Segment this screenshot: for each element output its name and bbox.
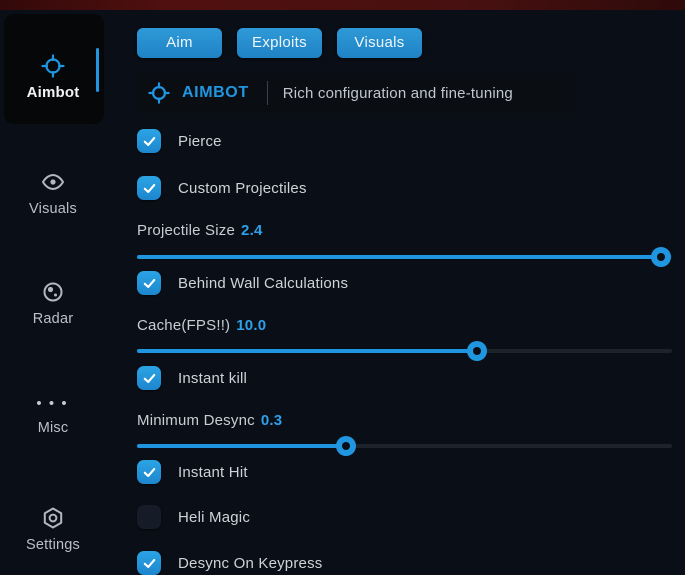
- slider-knob[interactable]: [651, 247, 672, 267]
- custom-projectiles-row: Custom Projectiles: [137, 176, 307, 200]
- heli-magic-row: Heli Magic: [137, 505, 250, 529]
- section-subtitle: Rich configuration and fine-tuning: [282, 84, 513, 102]
- slider-fill: [137, 349, 477, 353]
- heli-magic-checkbox[interactable]: [137, 505, 161, 529]
- projectile-size-slider[interactable]: [137, 247, 672, 267]
- tab-exploits[interactable]: Exploits: [237, 28, 322, 58]
- custom-projectiles-checkbox[interactable]: [137, 176, 161, 200]
- crosshair-icon: [41, 54, 65, 78]
- sidebar-item-visuals[interactable]: Visuals: [0, 170, 106, 218]
- sidebar-item-radar[interactable]: Radar: [0, 280, 106, 328]
- pierce-checkbox[interactable]: [137, 129, 161, 153]
- instant-hit-checkbox[interactable]: [137, 460, 161, 484]
- desync-on-keypress-row: Desync On Keypress: [137, 551, 323, 575]
- slider-fill: [137, 255, 662, 259]
- slider-knob[interactable]: [466, 341, 487, 361]
- slider-value: 0.3: [260, 412, 283, 429]
- check-icon: [143, 278, 155, 288]
- section-title: AIMBOT: [182, 84, 249, 101]
- header-divider: [266, 81, 268, 105]
- check-icon: [143, 467, 155, 477]
- check-icon: [143, 136, 155, 146]
- sidebar-item-label: Visuals: [29, 201, 77, 217]
- slider-name: Minimum Desync: [137, 412, 255, 429]
- checkbox-label: Instant kill: [178, 369, 248, 387]
- tab-bar: Aim Exploits Visuals: [137, 28, 422, 58]
- checkbox-label: Heli Magic: [178, 508, 251, 526]
- tab-visuals[interactable]: Visuals: [337, 28, 422, 58]
- slider-name: Projectile Size: [137, 222, 236, 239]
- projectile-size-label-row: Projectile Size 2.4: [137, 222, 263, 239]
- behind-wall-row: Behind Wall Calculations: [137, 271, 348, 295]
- ellipsis-icon: • • •: [36, 395, 70, 412]
- slider-knob[interactable]: [335, 436, 356, 456]
- minimum-desync-slider[interactable]: [137, 436, 672, 456]
- checkbox-label: Behind Wall Calculations: [178, 274, 349, 292]
- instant-kill-row: Instant kill: [137, 366, 247, 390]
- sidebar-item-label: Radar: [32, 311, 74, 327]
- gear-icon: [43, 507, 63, 529]
- checkbox-label: Instant Hit: [178, 463, 248, 481]
- slider-track[interactable]: [137, 444, 672, 448]
- desync-on-keypress-checkbox[interactable]: [137, 551, 161, 575]
- sidebar-item-label: Misc: [37, 420, 69, 436]
- check-icon: [143, 183, 155, 193]
- section-header: AIMBOT Rich configuration and fine-tunin…: [137, 73, 575, 113]
- slider-fill: [137, 444, 346, 448]
- instant-hit-row: Instant Hit: [137, 460, 248, 484]
- sidebar-item-label: Aimbot: [26, 84, 80, 101]
- slider-value: 10.0: [236, 317, 267, 334]
- checkbox-label: Pierce: [178, 132, 222, 150]
- sidebar-active-card: [4, 14, 104, 124]
- game-background-strip: [0, 0, 685, 10]
- cache-slider[interactable]: [137, 341, 672, 361]
- checkbox-label: Desync On Keypress: [178, 554, 323, 572]
- sidebar-item-settings[interactable]: Settings: [0, 506, 106, 554]
- sidebar-active-indicator: [96, 48, 99, 92]
- slider-name: Cache(FPS!!): [137, 317, 231, 334]
- slider-value: 2.4: [241, 222, 263, 239]
- check-icon: [143, 558, 155, 568]
- sidebar-item-misc[interactable]: • • • Misc: [0, 395, 106, 437]
- sidebar-item-aimbot[interactable]: Aimbot: [0, 54, 106, 102]
- sidebar-item-label: Settings: [26, 537, 80, 553]
- minimum-desync-label-row: Minimum Desync 0.3: [137, 412, 282, 429]
- eye-icon: [41, 173, 65, 191]
- checkbox-label: Custom Projectiles: [178, 179, 307, 197]
- sidebar: Aimbot Visuals Radar • • • Misc: [0, 10, 128, 575]
- radar-icon: [43, 282, 63, 302]
- tab-aim[interactable]: Aim: [137, 28, 222, 58]
- instant-kill-checkbox[interactable]: [137, 366, 161, 390]
- behind-wall-checkbox[interactable]: [137, 271, 161, 295]
- crosshair-icon: [148, 82, 170, 104]
- check-icon: [143, 373, 155, 383]
- cache-label-row: Cache(FPS!!) 10.0: [137, 317, 266, 334]
- pierce-row: Pierce: [137, 129, 222, 153]
